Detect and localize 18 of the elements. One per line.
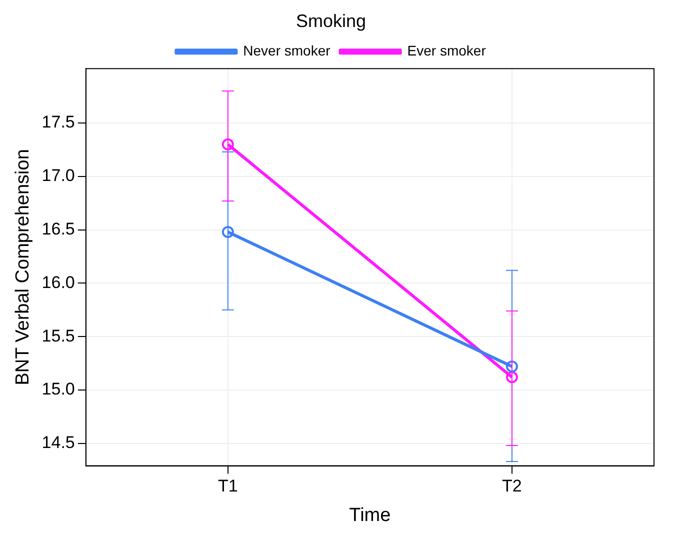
point	[506, 371, 518, 384]
y-tick-label: 15.5	[42, 326, 75, 346]
y-tick-label: 17.0	[42, 166, 75, 186]
x-axis-title: Time	[349, 504, 391, 526]
y-axis-title: BNT Verbal Comprehension	[12, 149, 34, 386]
y-tick-label: 15.0	[42, 380, 75, 399]
y-tick-label: 16.0	[42, 272, 75, 292]
y-tick-label: 16.5	[42, 220, 75, 239]
legend-label: Never smoker	[243, 42, 331, 58]
y-tick-label: 14.5	[42, 433, 75, 452]
y-tick-label: 17.5	[42, 112, 75, 132]
x-tick-label: T1	[218, 476, 238, 496]
legend-title: Smoking	[296, 10, 366, 31]
point	[506, 360, 518, 372]
x-tick-label: T2	[502, 476, 522, 496]
legend-label: Ever smoker	[407, 42, 486, 58]
point	[222, 226, 234, 238]
point	[222, 138, 234, 150]
